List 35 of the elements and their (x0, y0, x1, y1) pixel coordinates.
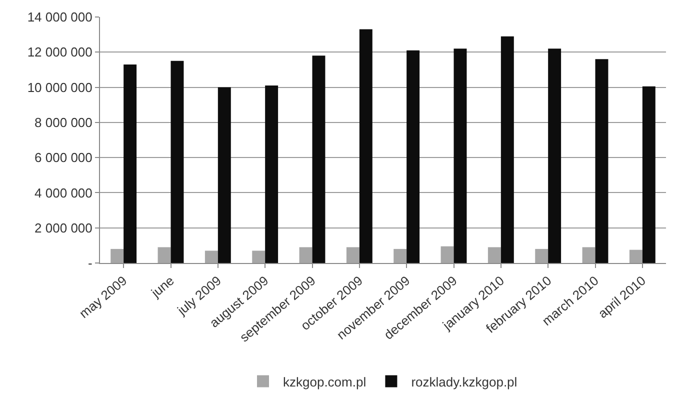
bar (204, 250, 218, 263)
bar (312, 56, 326, 263)
bar (110, 248, 124, 263)
y-tick-label: 12 000 000 (27, 44, 92, 60)
bar (394, 248, 407, 263)
bar (158, 247, 171, 263)
bar (500, 36, 514, 263)
bar (265, 86, 278, 263)
bar (346, 247, 360, 263)
bar (548, 48, 562, 263)
bar (454, 48, 467, 263)
x-tick-label: june (148, 272, 177, 301)
y-tick-label: 8 000 000 (34, 114, 92, 130)
y-tick-label: 6 000 000 (34, 150, 92, 166)
bar (124, 64, 137, 263)
bar (252, 250, 266, 263)
y-tick-label: 14 000 000 (27, 10, 92, 25)
bar (406, 50, 420, 263)
bar (359, 29, 372, 263)
bar (488, 247, 501, 263)
bar (629, 250, 642, 263)
y-tick-label: 4 000 000 (34, 185, 92, 200)
bar (582, 247, 596, 263)
bar (595, 59, 608, 263)
y-tick-label: 2 000 000 (34, 220, 92, 236)
bar (535, 248, 548, 263)
y-tick-label: 10 000 000 (27, 80, 92, 95)
legend-label: rozklady.kzkgop.pl (411, 374, 518, 390)
bar (642, 86, 656, 263)
bar (170, 60, 184, 263)
legend-label: kzkgop.com.pl (283, 374, 366, 390)
bar (218, 87, 231, 263)
bar (299, 247, 312, 263)
y-tick-label: - (88, 256, 92, 271)
bar (440, 246, 454, 263)
